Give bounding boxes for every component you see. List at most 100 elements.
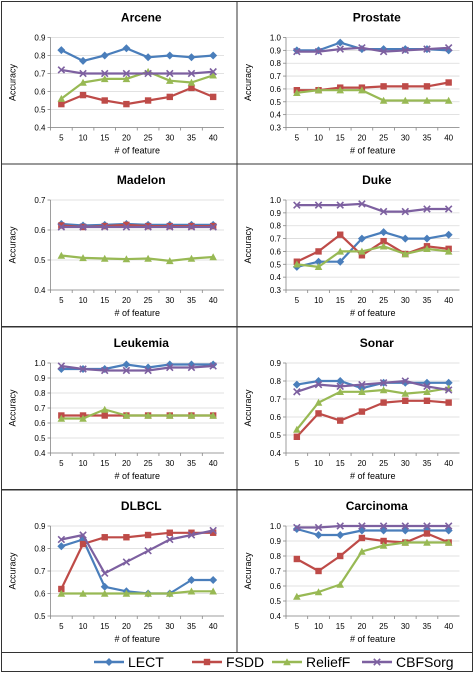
data-point-cbfsorg xyxy=(144,546,152,555)
panel-title: Prostate xyxy=(353,11,401,25)
panel-title: DLBCL xyxy=(121,499,162,513)
x-tick-label: 35 xyxy=(423,296,432,305)
y-tick-label: 0.5 xyxy=(34,256,46,265)
data-point-fsdd xyxy=(423,83,431,90)
x-tick-label: 35 xyxy=(423,622,432,631)
data-point-cbfsorg xyxy=(423,382,431,391)
x-tick-label: 25 xyxy=(379,622,388,631)
series-cbfsorg xyxy=(57,66,217,78)
x-tick-label: 40 xyxy=(444,134,453,143)
x-tick-label: 5 xyxy=(295,134,300,143)
data-point-cbfsorg xyxy=(144,366,152,375)
series-line-fsdd xyxy=(295,399,449,438)
data-point-relieff xyxy=(57,94,66,102)
series-line-relieff xyxy=(296,245,449,268)
data-point-fsdd xyxy=(58,100,65,108)
series-line-relieff xyxy=(61,408,214,420)
panel-title: Madelon xyxy=(117,173,166,187)
data-point-cbfsorg xyxy=(122,223,131,231)
data-point-fsdd xyxy=(166,93,173,101)
series-line-cbfsorg xyxy=(296,379,449,393)
legend-marker-cbfsorg xyxy=(373,658,381,666)
legend-entry-lect: LECT xyxy=(94,654,164,670)
data-point-lect xyxy=(57,46,66,55)
data-point-cbfsorg xyxy=(166,535,174,544)
x-axis-label: # of feature xyxy=(114,471,160,481)
data-point-relieff xyxy=(293,88,301,96)
x-tick-label: 25 xyxy=(144,622,153,631)
series-line-relieff xyxy=(295,387,449,431)
data-point-relieff xyxy=(187,78,196,86)
data-point-fsdd xyxy=(402,397,409,404)
data-point-cbfsorg xyxy=(336,45,344,53)
series-line-cbfsorg xyxy=(296,46,449,53)
data-point-cbfsorg xyxy=(358,200,366,208)
data-point-fsdd xyxy=(58,222,65,229)
legend: LECT FSDD ReliefF CBFSorg xyxy=(1,652,473,672)
x-tick-label: 10 xyxy=(79,296,88,305)
series-relieff xyxy=(293,384,453,433)
panel-border xyxy=(1,1,238,165)
data-point-relieff xyxy=(336,247,345,255)
y-tick-label: 0.6 xyxy=(34,419,46,428)
data-point-cbfsorg xyxy=(57,535,66,544)
data-point-relieff xyxy=(379,242,388,250)
panel-carcinoma: Carcinoma 0.4 0.5 0.6 0.7 0.8 0.9 1.0 5 10 15 20 25 3… xyxy=(236,489,473,653)
data-point-cbfsorg xyxy=(293,388,301,396)
series-relieff xyxy=(57,405,217,422)
data-point-cbfsorg xyxy=(144,223,152,231)
data-point-relieff xyxy=(314,263,323,271)
x-tick-label: 10 xyxy=(314,134,323,143)
data-point-lect xyxy=(100,51,109,60)
data-point-relieff xyxy=(165,76,174,84)
x-tick-label: 35 xyxy=(187,459,196,468)
series-line-relieff xyxy=(296,541,449,598)
y-tick-label: 0.6 xyxy=(34,88,46,97)
x-tick-label: 15 xyxy=(100,459,109,468)
legend-entry-fsdd: FSDD xyxy=(192,654,264,670)
x-tick-label: 15 xyxy=(336,459,345,468)
data-point-lect xyxy=(357,234,366,243)
data-point-lect xyxy=(144,53,153,62)
data-point-relieff xyxy=(144,411,152,419)
data-point-cbfsorg xyxy=(57,223,66,231)
data-point-relieff xyxy=(144,589,152,597)
x-tick-label: 5 xyxy=(295,296,300,305)
data-point-fsdd xyxy=(315,567,322,575)
legend-entry-relieff: ReliefF xyxy=(272,654,350,670)
series-cbfsorg xyxy=(293,522,453,532)
data-point-fsdd xyxy=(423,397,431,404)
data-point-cbfsorg xyxy=(401,377,410,385)
legend-label: CBFSorg xyxy=(396,654,454,670)
legend-label: FSDD xyxy=(226,654,264,670)
data-point-lect xyxy=(209,576,218,584)
series-line-fsdd xyxy=(60,86,214,106)
data-point-relieff xyxy=(209,71,217,79)
data-point-cbfsorg xyxy=(444,386,453,394)
data-point-cbfsorg xyxy=(314,47,323,56)
y-axis-label: Accuracy xyxy=(243,226,253,264)
data-point-lect xyxy=(444,230,453,239)
data-point-fsdd xyxy=(315,248,322,255)
y-tick-label: 0.9 xyxy=(270,46,282,55)
data-point-lect xyxy=(79,56,88,65)
data-point-cbfsorg xyxy=(336,382,344,391)
x-tick-label: 15 xyxy=(100,296,109,305)
x-axis-label: # of feature xyxy=(114,634,160,644)
y-tick-label: 0.5 xyxy=(34,106,46,115)
data-point-cbfsorg xyxy=(187,363,196,372)
data-point-lect xyxy=(314,257,323,266)
panel-title: Leukemia xyxy=(114,336,170,350)
data-point-fsdd xyxy=(315,410,322,417)
data-point-relieff xyxy=(379,96,388,104)
data-point-cbfsorg xyxy=(444,522,453,530)
data-point-fsdd xyxy=(101,412,108,419)
x-tick-label: 25 xyxy=(144,459,153,468)
y-tick-label: 0.7 xyxy=(270,567,282,576)
x-tick-label: 25 xyxy=(379,459,388,468)
series-line-relieff xyxy=(61,254,214,262)
data-point-relieff xyxy=(444,538,453,546)
data-point-cbfsorg xyxy=(144,69,152,78)
data-point-relieff xyxy=(144,254,152,262)
data-point-fsdd xyxy=(123,100,130,108)
